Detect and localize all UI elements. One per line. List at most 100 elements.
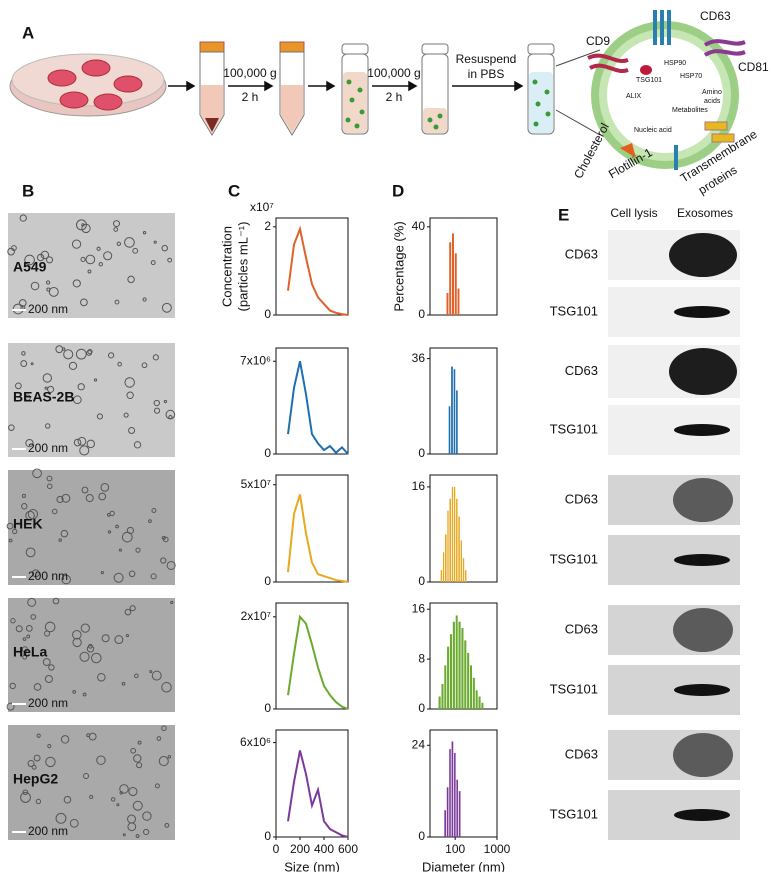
y-tick-label: 2 xyxy=(264,219,271,233)
histogram-bar xyxy=(456,779,458,837)
vesicle xyxy=(25,547,36,558)
blot-band xyxy=(669,348,737,395)
vesicle xyxy=(71,239,82,249)
vesicle xyxy=(77,436,87,446)
vesicle xyxy=(113,227,119,232)
vesicle xyxy=(118,548,122,552)
vesicle xyxy=(72,629,82,640)
vesicle xyxy=(132,247,139,254)
vesicle xyxy=(107,352,115,359)
size-distribution-line xyxy=(287,361,349,455)
y-tick-label: 5x10⁷ xyxy=(241,477,271,491)
protein-label: HSP70 xyxy=(680,73,702,80)
vesicle xyxy=(142,231,147,235)
vesicle xyxy=(161,725,167,731)
vesicle xyxy=(25,624,33,632)
cell-line-label: HepG2 xyxy=(13,771,58,787)
scale-bar-label: 200 nm xyxy=(28,441,68,455)
arrows xyxy=(168,49,601,136)
plot-frame xyxy=(275,217,349,316)
vesicle xyxy=(130,747,137,754)
y-tick-label: 6x10⁶ xyxy=(240,735,271,749)
vesicle xyxy=(60,735,70,744)
lane-label: Cell lysis xyxy=(610,206,657,220)
vesicle xyxy=(119,784,129,794)
vesicle xyxy=(44,674,53,684)
y-tick-label: 0 xyxy=(418,829,425,843)
vesicle xyxy=(103,251,113,261)
vesicle xyxy=(142,297,147,302)
plot-frame xyxy=(429,602,498,710)
vesicle xyxy=(21,493,26,498)
vesicle xyxy=(91,652,102,664)
vesicle xyxy=(100,483,110,492)
histogram-bar xyxy=(454,752,456,837)
histogram-bar xyxy=(449,498,451,582)
y-tick-label: 7x10⁶ xyxy=(240,353,271,367)
vesicle xyxy=(22,637,27,641)
histogram-bar xyxy=(455,615,458,709)
histogram-bar xyxy=(456,498,458,582)
y-tick-label: 0 xyxy=(264,701,271,715)
vesicle xyxy=(15,382,22,390)
vesicle xyxy=(45,756,56,768)
histogram-bar xyxy=(460,540,462,582)
vesicle xyxy=(89,794,94,800)
histogram-bar xyxy=(441,684,444,709)
vesicle xyxy=(96,246,101,251)
vesicle xyxy=(151,508,157,514)
vesicle xyxy=(75,348,87,360)
size-distribution-line xyxy=(287,750,349,838)
vesicle xyxy=(96,413,103,420)
y-tick-label: 16 xyxy=(412,479,426,493)
vesicle xyxy=(47,385,55,393)
micrograph xyxy=(8,213,175,318)
histogram-bar xyxy=(458,791,461,837)
x-tick-label: 1000 xyxy=(484,842,511,856)
vesicle xyxy=(121,681,126,686)
histogram-bar xyxy=(462,558,465,582)
vesicle xyxy=(85,254,96,265)
vesicle xyxy=(133,441,142,449)
y-axis-label: Concentration xyxy=(219,226,234,307)
vesicle xyxy=(129,605,136,612)
vesicle xyxy=(61,493,71,503)
plot-frame xyxy=(429,217,498,316)
vesicle xyxy=(31,569,40,578)
scale-bar-label: 200 nm xyxy=(28,569,68,583)
vesicle xyxy=(135,834,140,839)
vesicle xyxy=(137,740,142,745)
vesicle xyxy=(51,508,58,515)
plot-frame xyxy=(275,474,349,583)
vesicle xyxy=(77,383,85,391)
vesicle xyxy=(69,818,79,828)
histogram-bar xyxy=(452,233,455,315)
vesicle xyxy=(60,529,69,538)
vesicle xyxy=(8,424,15,431)
histogram-bar xyxy=(447,510,449,582)
vesicle xyxy=(161,682,172,693)
vesicle xyxy=(127,822,137,832)
vesicle xyxy=(114,299,120,305)
vesicle xyxy=(6,702,15,711)
vesicle xyxy=(150,573,157,580)
y-multiplier: x10⁷ xyxy=(250,200,274,214)
vesicle xyxy=(114,635,124,645)
vesicle xyxy=(32,468,42,479)
histogram-bar xyxy=(465,570,467,582)
vesicle xyxy=(46,483,53,490)
blot-band xyxy=(669,233,737,277)
vesicle xyxy=(117,361,122,367)
vesicle xyxy=(79,445,90,456)
x-tick-label: 100 xyxy=(445,842,465,856)
vesicle xyxy=(97,672,106,682)
x-tick-label: 600 xyxy=(338,842,358,856)
vesicle xyxy=(26,634,31,639)
blot-label: TSG101 xyxy=(550,551,598,566)
vesicle xyxy=(126,526,135,535)
histogram-bar xyxy=(444,810,446,837)
vesicle xyxy=(113,220,120,228)
histogram-bar xyxy=(467,652,470,709)
vesicle xyxy=(124,377,135,388)
histogram-bar xyxy=(464,640,467,709)
